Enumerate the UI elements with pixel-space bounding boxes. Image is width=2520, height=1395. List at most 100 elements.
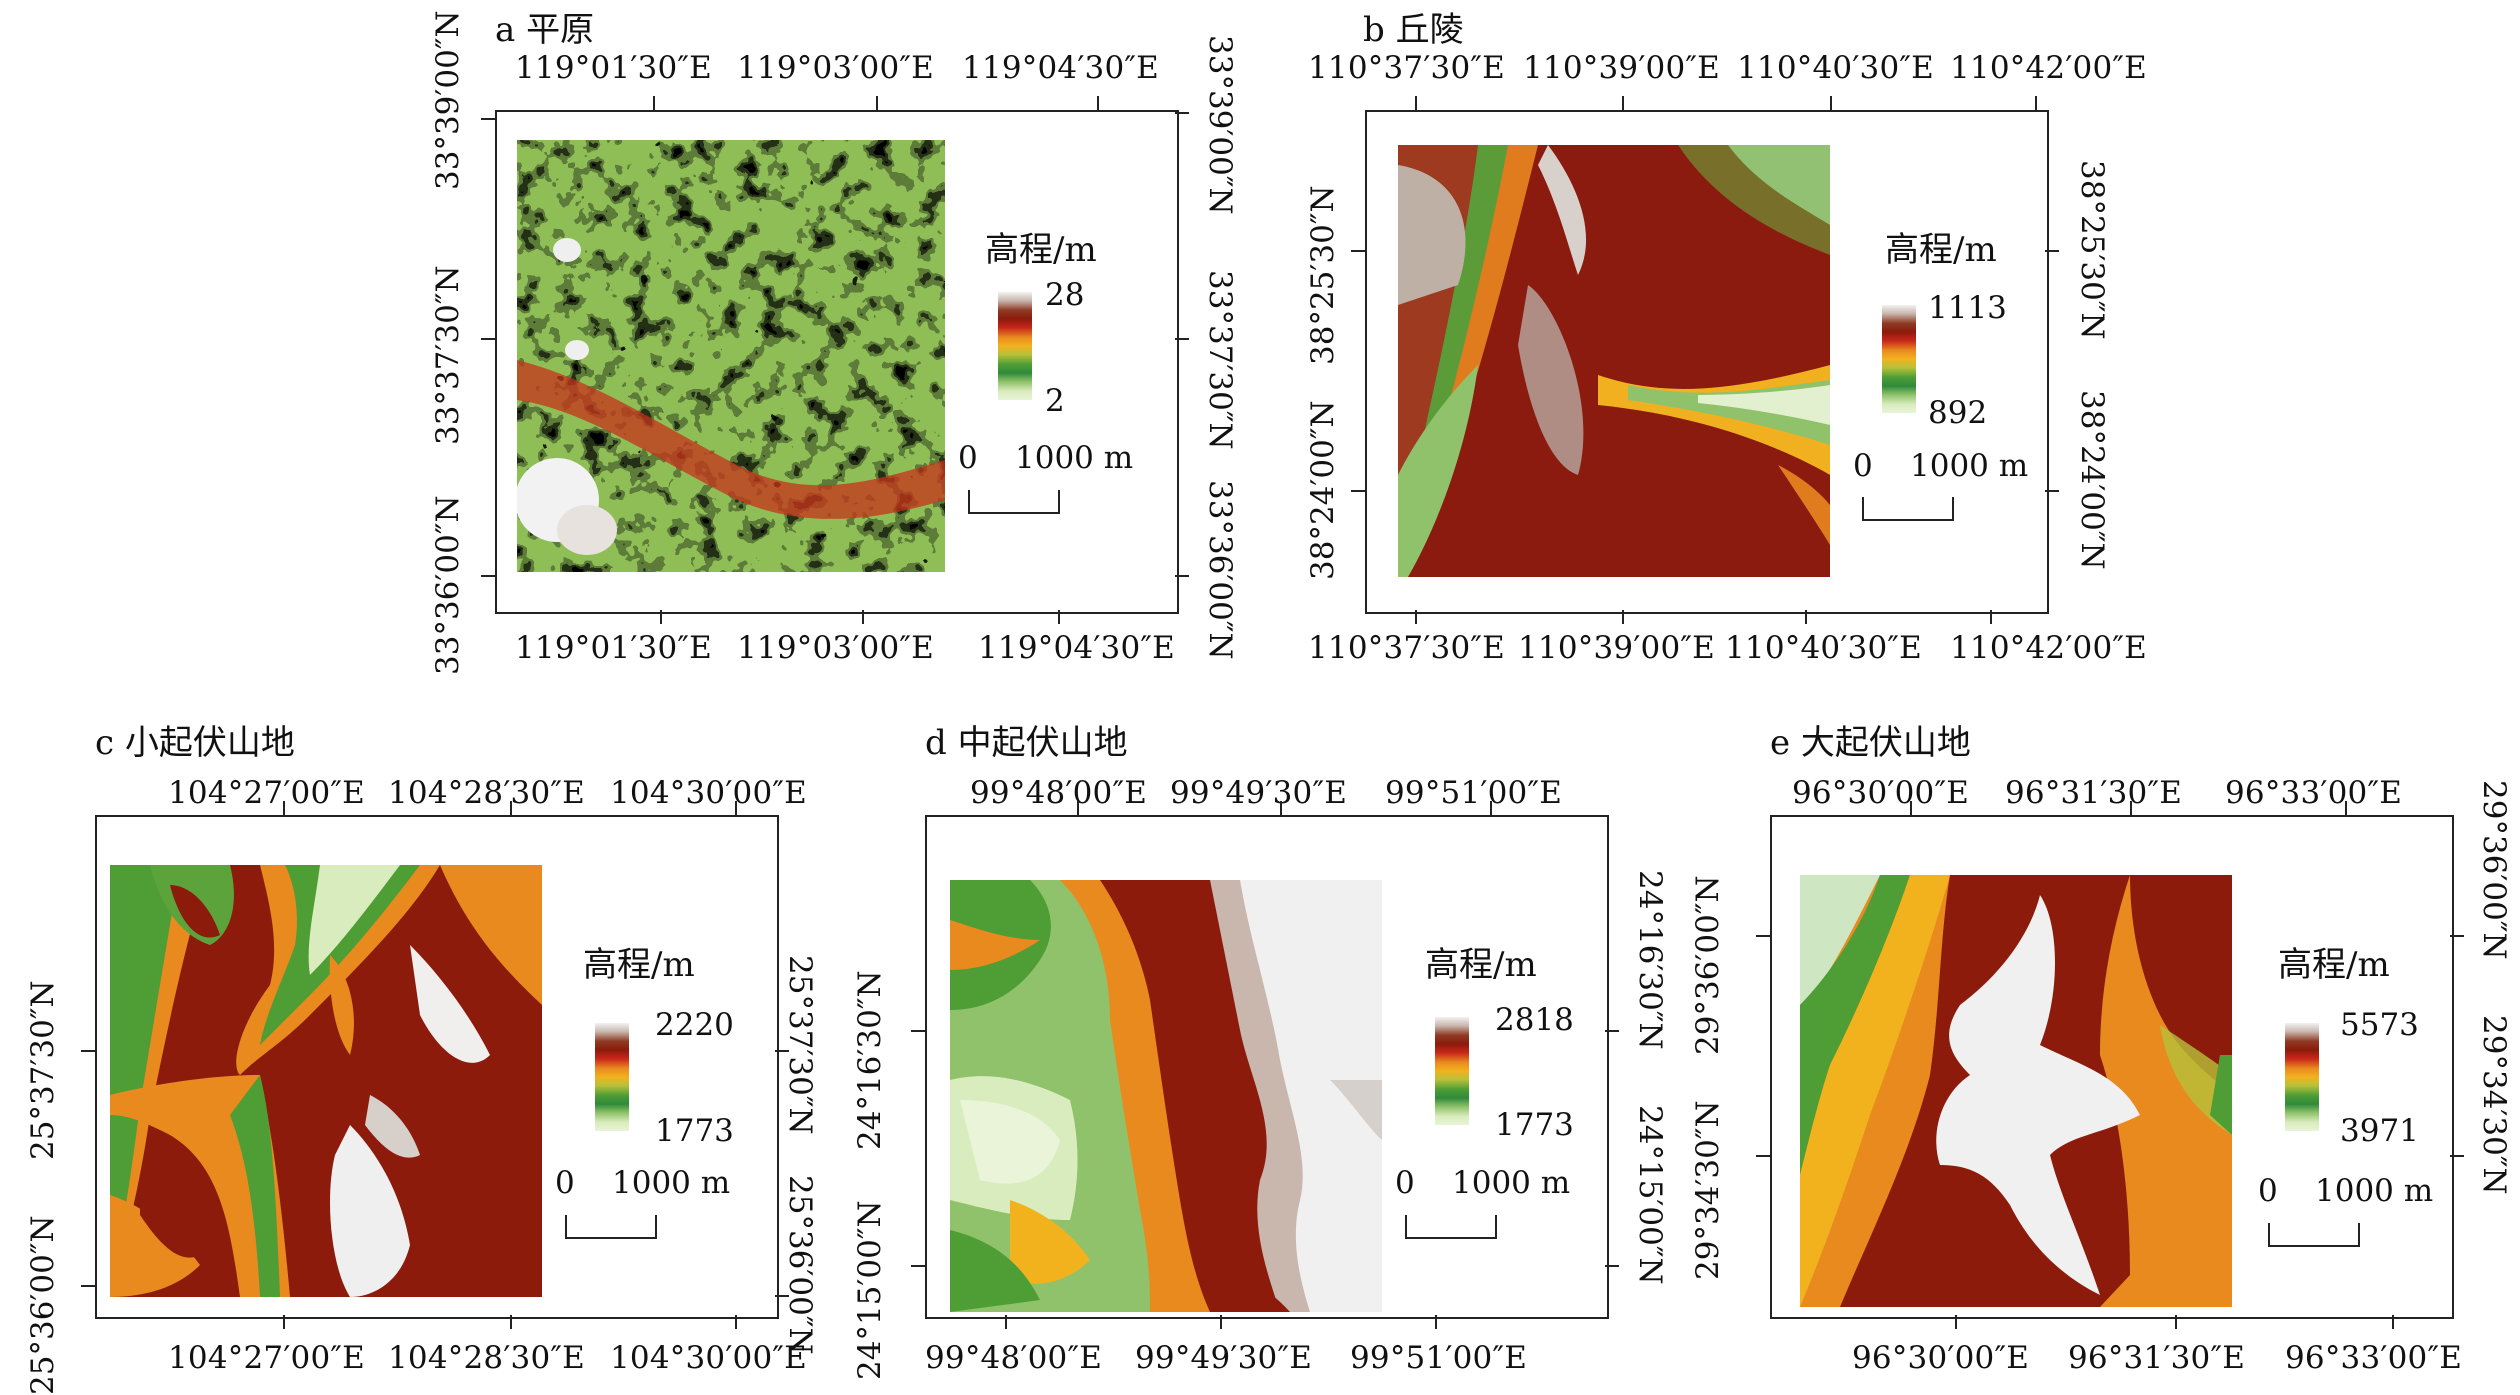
color-ramp xyxy=(2285,1023,2319,1131)
legend-max: 2220 xyxy=(655,1007,734,1043)
bottom-tick-label: 99°49′30″E xyxy=(1135,1340,1313,1376)
legend-min: 2 xyxy=(1045,383,1065,419)
bottom-tick-label: 104°30′00″E xyxy=(610,1340,808,1376)
tick-mark xyxy=(653,96,655,110)
tick-mark xyxy=(1490,801,1492,815)
left-tick-label: 24°16′30″N xyxy=(852,970,888,1150)
bottom-tick-label: 104°27′00″E xyxy=(168,1340,366,1376)
legend-max: 2818 xyxy=(1495,1002,1574,1038)
tick-mark xyxy=(1058,610,1060,624)
top-tick-label: 119°04′30″E xyxy=(962,50,1160,86)
tick-mark xyxy=(81,1285,95,1287)
tick-mark xyxy=(1005,1315,1007,1329)
tick-mark xyxy=(81,1050,95,1052)
scale-label: 1000 m xyxy=(1452,1165,1571,1201)
tick-mark xyxy=(1910,801,1912,815)
right-tick-label: 29°34′30″N xyxy=(2476,1015,2512,1195)
scale-label: 1000 m xyxy=(1015,440,1134,476)
legend-title: 高程/m xyxy=(985,230,1097,270)
top-tick-label: 104°28′30″E xyxy=(388,775,586,811)
scale-zero: 0 xyxy=(555,1165,575,1201)
tick-mark xyxy=(2345,801,2347,815)
scale-zero: 0 xyxy=(1853,448,1873,484)
top-tick-label: 99°48′00″E xyxy=(970,775,1148,811)
bottom-tick-label: 99°51′00″E xyxy=(1350,1340,1528,1376)
top-tick-label: 110°39′00″E xyxy=(1523,50,1721,86)
left-tick-label: 25°37′30″N xyxy=(25,980,61,1160)
elevation-raster xyxy=(1800,875,2232,1307)
tick-mark xyxy=(1351,250,1365,252)
legend-title: 高程/m xyxy=(583,945,695,985)
tick-mark xyxy=(1830,96,1832,110)
bottom-tick-label: 99°48′00″E xyxy=(925,1340,1103,1376)
scale-zero: 0 xyxy=(1395,1165,1415,1201)
tick-mark xyxy=(862,610,864,624)
legend-title: 高程/m xyxy=(1425,945,1537,985)
tick-mark xyxy=(510,801,512,815)
tick-mark xyxy=(735,801,737,815)
tick-mark xyxy=(2392,1315,2394,1329)
bottom-tick-label: 119°03′00″E xyxy=(737,630,935,666)
tick-mark xyxy=(1435,1315,1437,1329)
top-tick-label: 104°30′00″E xyxy=(610,775,808,811)
top-tick-label: 104°27′00″E xyxy=(168,775,366,811)
legend-min: 892 xyxy=(1928,395,1988,431)
tick-mark xyxy=(775,1295,789,1297)
left-tick-label: 29°34′30″N xyxy=(1690,1100,1726,1280)
right-tick-label: 29°36′00″N xyxy=(2476,780,2512,960)
panel-title: b 丘陵 xyxy=(1363,10,1464,50)
elevation-raster xyxy=(517,140,945,572)
panel-title: e 大起伏山地 xyxy=(1770,723,1971,763)
scale-bar xyxy=(1405,1215,1497,1239)
legend-max: 5573 xyxy=(2340,1007,2419,1043)
top-tick-label: 96°33′00″E xyxy=(2225,775,2403,811)
left-tick-label: 38°25′30″N xyxy=(1305,185,1341,365)
tick-mark xyxy=(775,1050,789,1052)
scale-label: 1000 m xyxy=(1910,448,2029,484)
left-tick-label: 38°24′00″N xyxy=(1305,400,1341,580)
elevation-raster xyxy=(950,880,1382,1312)
right-tick-label: 33°37′30″N xyxy=(1202,270,1238,450)
panel-title: c 小起伏山地 xyxy=(95,723,295,763)
scale-label: 1000 m xyxy=(2315,1173,2434,1209)
tick-mark xyxy=(911,1030,925,1032)
bottom-tick-label: 110°37′30″E xyxy=(1308,630,1506,666)
right-tick-label: 33°39′00″N xyxy=(1202,35,1238,215)
scale-bar xyxy=(2268,1223,2360,1247)
panel-a: a 平原 xyxy=(0,0,1260,680)
tick-mark xyxy=(911,1265,925,1267)
panel-title: d 中起伏山地 xyxy=(925,723,1128,763)
panel-d: d 中起伏山地 99°48′00″E 99°49′30″E 99°51′00″E… xyxy=(840,715,1680,1395)
top-tick-label: 119°03′00″E xyxy=(737,50,935,86)
tick-mark xyxy=(1077,801,1079,815)
tick-mark xyxy=(1756,935,1770,937)
bottom-tick-label: 110°42′00″E xyxy=(1950,630,2148,666)
bottom-tick-label: 96°31′30″E xyxy=(2068,1340,2246,1376)
panel-e: e 大起伏山地 96°30′00″E 96°31′30″E 96°33′00″E… xyxy=(1680,715,2520,1395)
tick-mark xyxy=(1415,96,1417,110)
tick-mark xyxy=(1805,610,1807,624)
tick-mark xyxy=(283,1315,285,1329)
right-tick-label: 25°37′30″N xyxy=(782,955,818,1135)
color-ramp xyxy=(595,1023,629,1131)
top-tick-label: 99°51′00″E xyxy=(1385,775,1563,811)
tick-mark xyxy=(2175,1315,2177,1329)
tick-mark xyxy=(2450,1155,2464,1157)
tick-mark xyxy=(1756,1155,1770,1157)
tick-mark xyxy=(1175,338,1189,340)
top-tick-label: 110°40′30″E xyxy=(1737,50,1935,86)
scale-label: 1000 m xyxy=(612,1165,731,1201)
left-tick-label: 24°15′00″N xyxy=(852,1200,888,1380)
bottom-tick-label: 104°28′30″E xyxy=(388,1340,586,1376)
tick-mark xyxy=(1990,610,1992,624)
tick-mark xyxy=(1415,610,1417,624)
tick-mark xyxy=(1280,801,1282,815)
left-tick-label: 33°36′00″N xyxy=(430,495,466,675)
tick-mark xyxy=(1622,96,1624,110)
top-tick-label: 99°49′30″E xyxy=(1170,775,1348,811)
bottom-tick-label: 110°39′00″E xyxy=(1518,630,1716,666)
tick-mark xyxy=(2035,96,2037,110)
right-tick-label: 38°25′30″N xyxy=(2074,160,2110,340)
bottom-tick-label: 96°33′00″E xyxy=(2285,1340,2463,1376)
tick-mark xyxy=(481,118,495,120)
